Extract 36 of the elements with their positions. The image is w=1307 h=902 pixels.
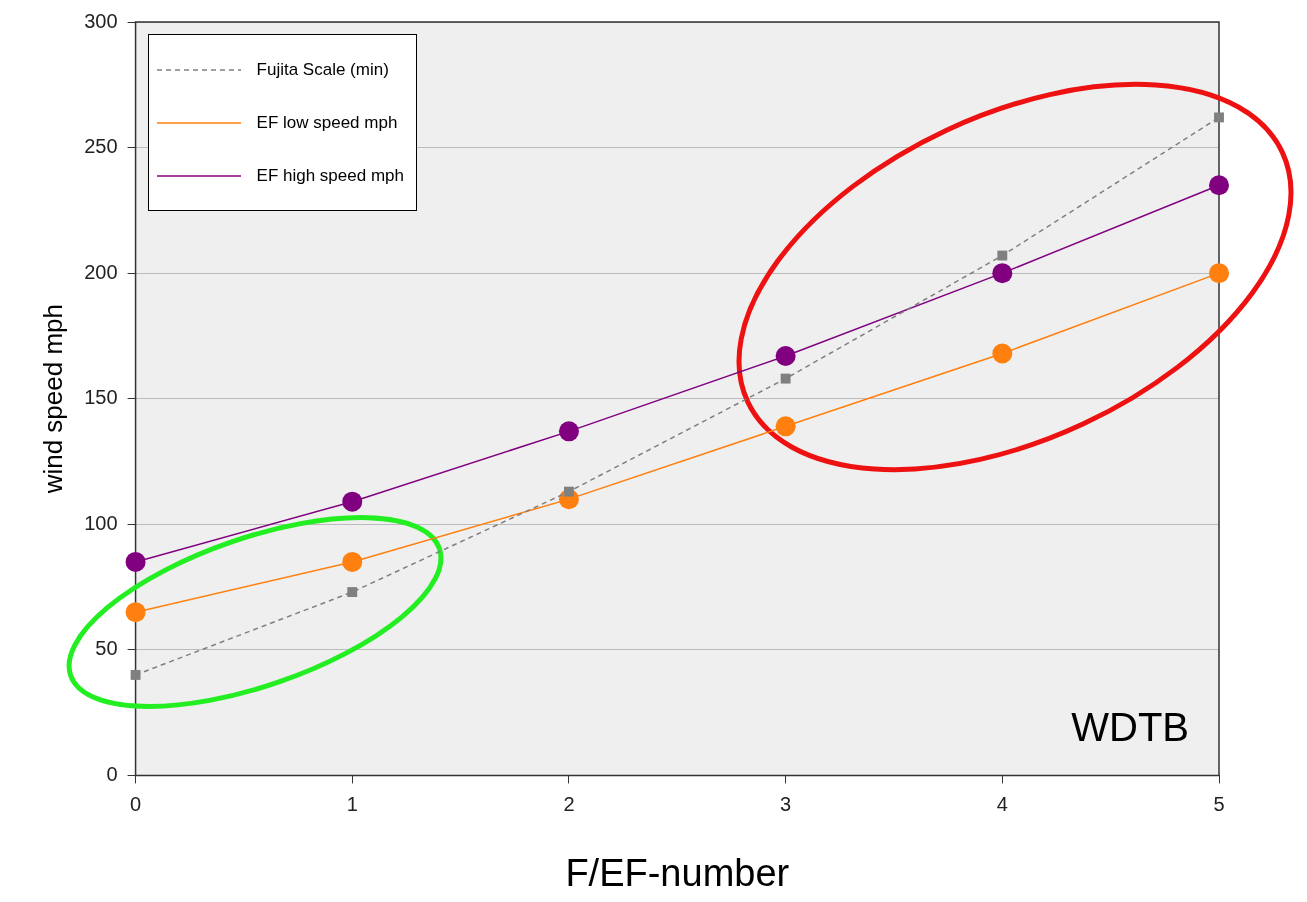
point: [992, 263, 1013, 284]
y-tick-label: 100: [84, 511, 118, 534]
point: [780, 373, 791, 384]
point: [125, 602, 146, 623]
point: [997, 250, 1008, 261]
annotation: WDTB: [1071, 705, 1189, 750]
point: [992, 343, 1013, 364]
point: [558, 421, 579, 442]
y-tick-label: 250: [84, 135, 118, 158]
x-tick-label: 0: [130, 792, 142, 815]
point: [775, 346, 796, 367]
point: [342, 551, 363, 572]
point: [130, 670, 141, 680]
x-tick-label: 4: [996, 792, 1008, 815]
legend-label: Fujita Scale (min): [256, 59, 389, 80]
point: [775, 416, 796, 437]
x-axis-title: F/EF-number: [565, 851, 790, 894]
point: [342, 491, 363, 512]
point: [1209, 263, 1229, 284]
y-tick-label: 150: [84, 386, 118, 409]
legend-label: EF low speed mph: [256, 112, 398, 133]
y-tick-label: 200: [84, 260, 118, 283]
point: [1209, 175, 1229, 196]
y-tick-label: 50: [95, 637, 118, 660]
point: [347, 587, 358, 598]
legend-label: EF high speed mph: [256, 165, 404, 186]
point: [125, 551, 146, 572]
x-tick-label: 3: [780, 792, 792, 815]
x-tick-label: 5: [1213, 792, 1225, 815]
point: [563, 486, 574, 497]
y-tick-label: 300: [84, 9, 118, 32]
y-tick-label: 0: [106, 762, 118, 785]
x-tick-label: 2: [563, 792, 575, 815]
y-axis-title: wind speed mph: [37, 304, 68, 495]
x-tick-label: 1: [346, 792, 358, 815]
point: [1214, 112, 1224, 123]
